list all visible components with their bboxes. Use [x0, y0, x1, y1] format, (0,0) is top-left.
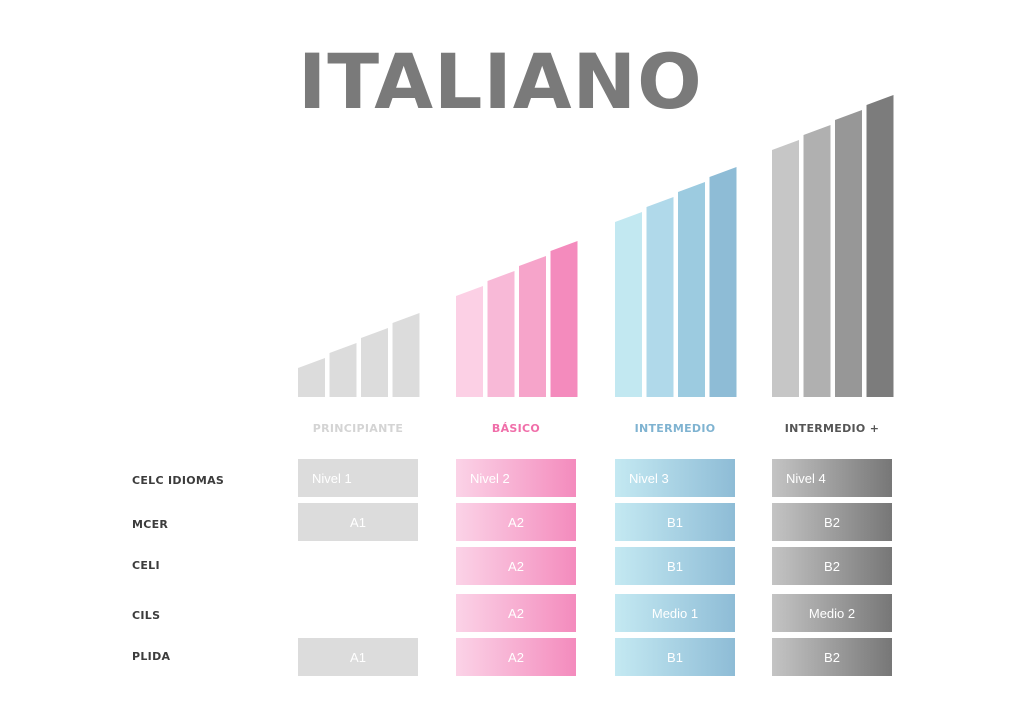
cell-cils-basico: A2 — [456, 594, 576, 632]
bar-intermedio-plus-2 — [803, 125, 831, 397]
cell-celc-basico: Nivel 2 — [456, 459, 576, 497]
bar-intermedio-plus-4 — [866, 95, 894, 397]
cell-celi-intermedio: B1 — [615, 547, 735, 585]
cell-celc-intermedio-plus: Nivel 4 — [772, 459, 892, 497]
level-label-principiante: PRINCIPIANTE — [312, 422, 404, 435]
bar-principiante-2 — [329, 343, 357, 397]
level-label-basico: BÁSICO — [491, 422, 541, 435]
cell-mcer-basico: A2 — [456, 503, 576, 541]
cell-plida-intermedio: B1 — [615, 638, 735, 676]
bar-principiante-1 — [298, 358, 325, 397]
bar-intermedio-1 — [615, 212, 642, 397]
cell-cils-intermedio-plus: Medio 2 — [772, 594, 892, 632]
row-label-plida: PLIDA — [132, 650, 171, 663]
cell-plida-basico: A2 — [456, 638, 576, 676]
row-label-mcer: MCER — [132, 518, 169, 531]
level-bars-graphic — [298, 95, 894, 397]
page-title: ITALIANO — [298, 37, 703, 126]
bar-principiante-4 — [392, 313, 420, 397]
cell-mcer-intermedio: B1 — [615, 503, 735, 541]
bar-intermedio-plus-3 — [835, 110, 862, 397]
cell-mcer-intermedio-plus: B2 — [772, 503, 892, 541]
level-label-intermedio: INTERMEDIO — [634, 422, 716, 435]
cell-mcer-principiante: A1 — [298, 503, 418, 541]
bar-intermedio-3 — [678, 182, 705, 397]
bar-basico-1 — [456, 286, 483, 397]
bar-basico-3 — [519, 256, 546, 397]
level-label-intermedio-plus: INTERMEDIO + — [784, 422, 880, 435]
cell-plida-principiante: A1 — [298, 638, 418, 676]
bar-intermedio-2 — [646, 197, 674, 397]
bar-basico-4 — [550, 241, 578, 397]
cell-plida-intermedio-plus: B2 — [772, 638, 892, 676]
cell-celi-basico: A2 — [456, 547, 576, 585]
bar-basico-2 — [487, 271, 515, 397]
bar-principiante-3 — [361, 328, 388, 397]
row-label-cils: CILS — [132, 609, 161, 622]
bar-intermedio-plus-1 — [772, 140, 799, 397]
cell-celc-intermedio: Nivel 3 — [615, 459, 735, 497]
row-label-celc-idiomas: CELC IDIOMAS — [132, 474, 225, 487]
bar-intermedio-4 — [709, 167, 737, 397]
row-label-celi: CELI — [132, 559, 160, 572]
cell-celc-principiante: Nivel 1 — [298, 459, 418, 497]
cell-celi-intermedio-plus: B2 — [772, 547, 892, 585]
cell-cils-intermedio: Medio 1 — [615, 594, 735, 632]
